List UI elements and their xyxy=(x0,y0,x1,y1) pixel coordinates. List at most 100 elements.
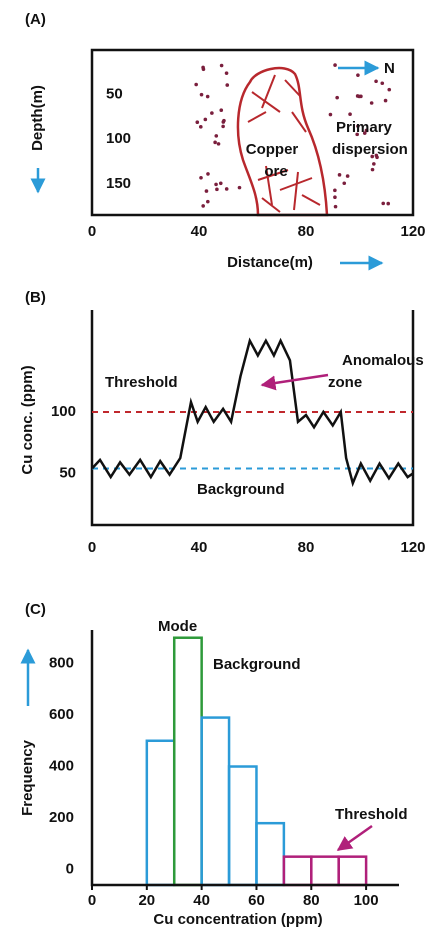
y-tick-label: 600 xyxy=(49,706,74,723)
ore-hatch xyxy=(247,111,267,123)
dispersion-dot xyxy=(333,188,337,193)
dispersion-dot xyxy=(364,128,369,133)
dispersion-dot xyxy=(237,185,242,190)
histogram-bar xyxy=(172,636,203,887)
panel-label: (C) xyxy=(25,601,46,618)
dispersion-dot xyxy=(210,111,214,115)
x-tick-label: 80 xyxy=(298,223,315,240)
dispersion-dot xyxy=(221,124,225,129)
dispersion-dot xyxy=(222,118,226,123)
plot-frame xyxy=(90,48,415,217)
dispersion-dot xyxy=(328,112,333,117)
axes xyxy=(90,310,415,527)
dispersion-dot xyxy=(194,82,198,87)
annotation-arrow xyxy=(336,824,373,852)
dispersion-dot xyxy=(333,195,337,200)
dispersion-dot xyxy=(374,79,378,84)
histogram-bar xyxy=(282,855,313,887)
dispersion-dot xyxy=(342,181,347,186)
y-tick-label: 200 xyxy=(49,809,74,826)
y-axis-label: Cu conc. (ppm) xyxy=(19,365,36,474)
dispersion-dot xyxy=(374,153,379,158)
dispersion-dot xyxy=(356,73,360,77)
dispersion-dot xyxy=(333,63,337,67)
dispersion-dot xyxy=(198,125,203,129)
dispersion-dot xyxy=(203,117,208,122)
x-axis-label: Cu concentration (ppm) xyxy=(153,911,322,928)
ore-hatch xyxy=(261,74,276,109)
x-tick-label: 40 xyxy=(191,539,208,556)
dispersion-dot xyxy=(362,131,367,135)
x-tick-label: 100 xyxy=(354,892,379,909)
y-axis-label: Frequency xyxy=(19,739,36,816)
dispersion-dot xyxy=(204,189,209,193)
dispersion-dot xyxy=(370,154,375,159)
dispersion-dot xyxy=(337,173,342,177)
dispersion-label: Primary xyxy=(336,119,393,136)
x-tick-label: 120 xyxy=(400,539,425,556)
dispersion-dot xyxy=(348,112,352,116)
panel-label: (B) xyxy=(25,289,46,306)
reference-label: Background xyxy=(197,481,285,498)
dispersion-dot xyxy=(356,124,360,128)
histogram-bar xyxy=(337,855,368,887)
annotation-arrow xyxy=(260,373,329,391)
dispersion-dot xyxy=(380,81,385,86)
histogram-bar xyxy=(145,739,176,887)
dispersion-dot xyxy=(372,162,376,166)
panel-label: (A) xyxy=(25,11,46,28)
dispersion-dot xyxy=(355,132,359,137)
reference-label: Threshold xyxy=(105,374,178,391)
y-tick-label: 400 xyxy=(49,757,74,774)
dispersion-dot xyxy=(201,204,205,208)
dispersion-dot xyxy=(335,95,339,100)
dispersion-dot xyxy=(369,101,374,105)
x-tick-label: 80 xyxy=(303,892,320,909)
ore-hatch xyxy=(291,111,307,133)
y-tick-label: 800 xyxy=(49,654,74,671)
annotation: Threshold xyxy=(335,806,408,823)
ore-hatch xyxy=(251,91,281,113)
dispersion-dot xyxy=(206,172,210,176)
data-line xyxy=(91,337,414,488)
y-tick-label: 0 xyxy=(66,861,74,878)
dispersion-dot xyxy=(219,63,224,68)
annotation: Background xyxy=(213,656,301,673)
y-tick-label: 100 xyxy=(51,403,76,420)
dispersion-dot xyxy=(219,108,224,113)
dispersion-dot xyxy=(224,71,229,75)
ore-hatch xyxy=(284,79,301,97)
x-tick-label: 40 xyxy=(193,892,210,909)
x-tick-label: 0 xyxy=(88,223,96,240)
y-tick-label: 150 xyxy=(106,175,131,192)
annotation: Mode xyxy=(158,618,197,635)
y-tick-label: 100 xyxy=(106,130,131,147)
dispersion-dot xyxy=(345,174,350,178)
dispersion-dot xyxy=(213,140,217,145)
dispersion-dot xyxy=(381,201,386,206)
dispersion-dot xyxy=(224,187,229,191)
dispersion-dot xyxy=(216,142,221,146)
x-tick-label: 80 xyxy=(298,539,315,556)
y-tick-label: 50 xyxy=(59,464,76,481)
x-axis-label: Distance(m) xyxy=(227,254,313,271)
dispersion-dot xyxy=(370,167,375,172)
y-tick-label: 50 xyxy=(106,86,123,103)
dispersion-dot xyxy=(218,181,223,186)
ore-hatch xyxy=(301,194,321,206)
dispersion-dot xyxy=(386,201,391,206)
dispersion-dot xyxy=(387,87,392,92)
dispersion-label: dispersion xyxy=(332,141,408,158)
x-tick-label: 60 xyxy=(248,892,265,909)
ore-hatch xyxy=(265,165,273,206)
x-tick-label: 120 xyxy=(400,223,425,240)
histogram-bar xyxy=(200,716,231,887)
dispersion-dot xyxy=(214,182,218,187)
dispersion-dot xyxy=(206,199,210,204)
y-axis-label: Depth(m) xyxy=(29,85,46,151)
histogram-bar xyxy=(255,821,286,887)
dispersion-dot xyxy=(357,94,361,99)
ore-label: Copper xyxy=(246,141,299,158)
north-label: N xyxy=(384,60,395,77)
